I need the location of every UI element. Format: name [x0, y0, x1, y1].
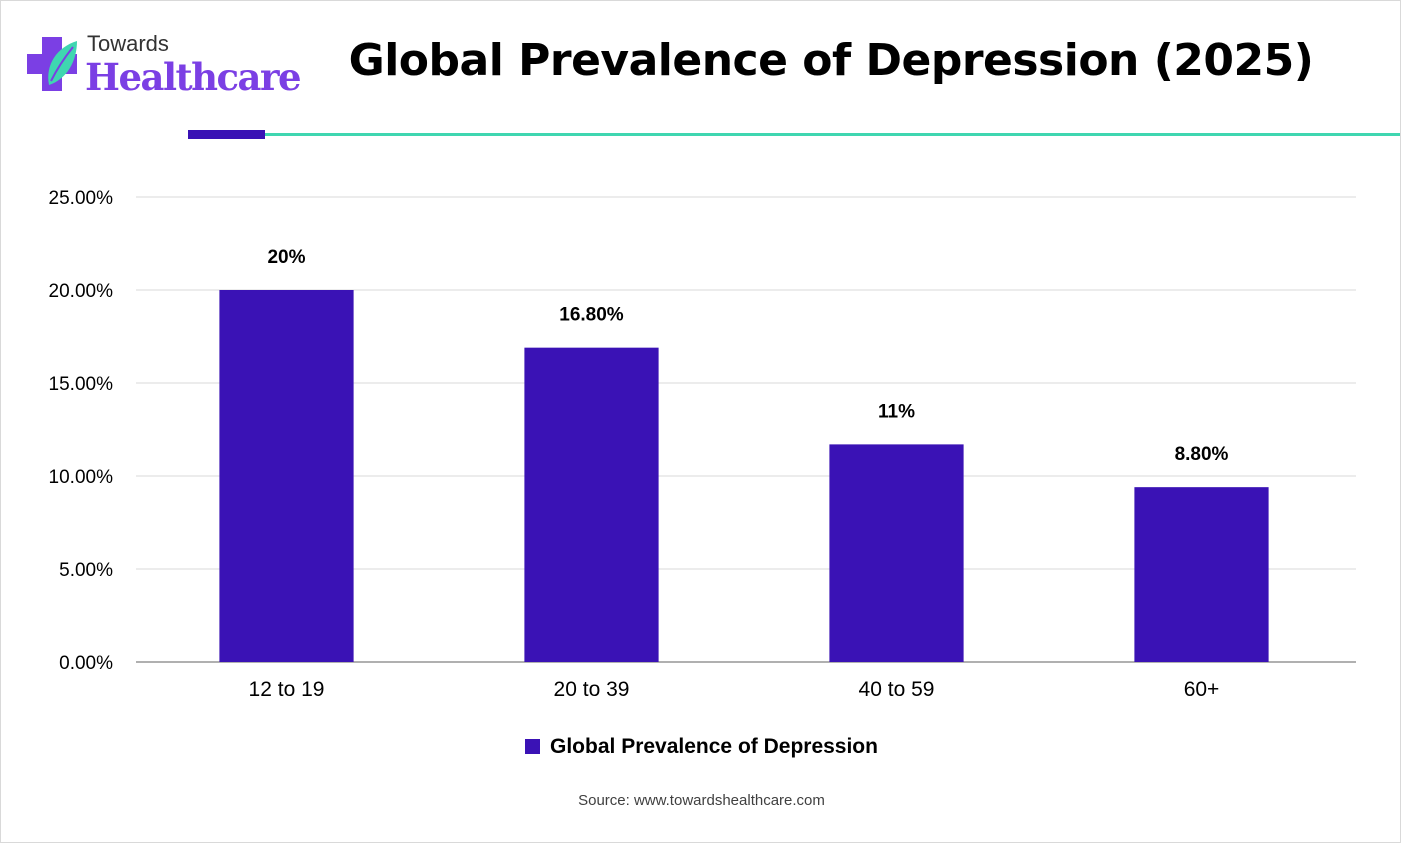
y-tick-label: 20.00% [49, 281, 114, 302]
x-tick-label: 12 to 19 [249, 678, 325, 701]
accent-bar [188, 130, 265, 139]
y-tick-label: 15.00% [49, 374, 114, 395]
y-tick-label: 0.00% [59, 653, 113, 674]
brand-name-main: Healthcare [85, 55, 302, 99]
y-tick-label: 5.00% [59, 560, 113, 581]
bar [829, 444, 964, 662]
data-label: 8.80% [1175, 444, 1229, 465]
bar [219, 290, 354, 662]
brand-logo: Towards Healthcare [27, 31, 302, 101]
x-tick-label: 20 to 39 [554, 678, 630, 701]
brand-logo-icon [27, 37, 77, 91]
bar [1134, 487, 1269, 662]
brand-name-top: Towards [87, 31, 169, 56]
bar [524, 347, 659, 662]
accent-line [265, 133, 1400, 136]
y-tick-label: 25.00% [49, 188, 114, 209]
legend-swatch [525, 739, 541, 754]
y-tick-label: 10.00% [49, 467, 114, 488]
data-label: 11% [878, 401, 915, 422]
x-tick-label: 60+ [1184, 678, 1220, 701]
x-tick-label: 40 to 59 [859, 678, 935, 701]
data-label: 20% [267, 247, 305, 268]
legend: Global Prevalence of Depression [1, 735, 1400, 759]
legend-label: Global Prevalence of Depression [550, 735, 878, 758]
data-label: 16.80% [559, 305, 624, 326]
source-note: Source: www.towardshealthcare.com [578, 792, 825, 809]
chart-title: Global Prevalence of Depression (2025) [348, 35, 1314, 86]
